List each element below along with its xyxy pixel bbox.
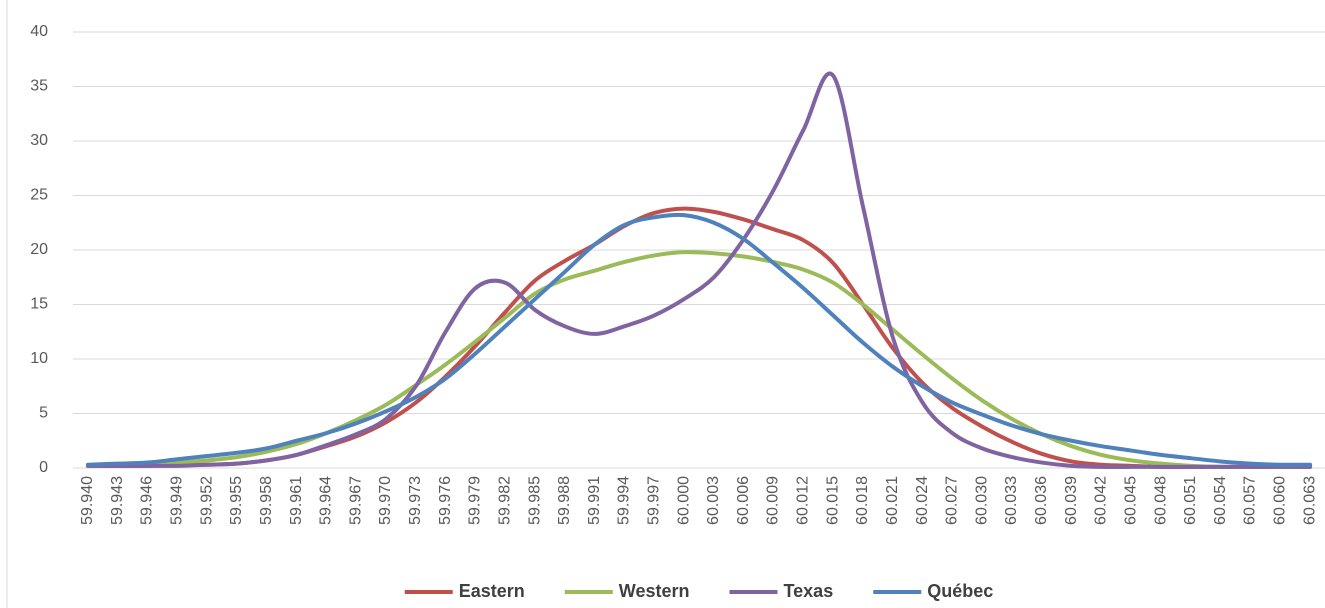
- x-tick-label: 60.021: [884, 476, 901, 525]
- y-tick-label: 10: [30, 350, 48, 367]
- x-tick-label: 59.979: [467, 476, 484, 525]
- x-tick-label: 59.994: [616, 476, 633, 525]
- y-tick-label: 35: [30, 78, 48, 95]
- x-tick-label: 60.051: [1182, 476, 1199, 525]
- x-tick-label: 60.027: [944, 476, 961, 525]
- x-tick-label: 59.991: [586, 476, 603, 525]
- x-tick-label: 60.042: [1093, 476, 1110, 525]
- x-tick-label: 59.958: [258, 476, 275, 525]
- x-tick-label: 60.048: [1152, 476, 1169, 525]
- y-tick-label: 20: [30, 241, 48, 258]
- y-tick-label: 25: [30, 187, 48, 204]
- x-tick-label: 59.970: [377, 476, 394, 525]
- x-tick-label: 59.943: [109, 476, 126, 525]
- series-line: [85, 71, 1313, 469]
- x-tick-label: 60.024: [914, 476, 931, 525]
- y-tick-label: 15: [30, 296, 48, 313]
- x-tick-label: 59.952: [198, 476, 215, 525]
- x-tick-label: 60.063: [1301, 476, 1318, 525]
- x-tick-label: 60.030: [973, 476, 990, 525]
- x-tick-label: 60.009: [765, 476, 782, 525]
- x-tick-label: 59.976: [437, 476, 454, 525]
- x-tick-label: 60.006: [735, 476, 752, 525]
- series-line: [85, 206, 1313, 469]
- x-tick-label: 60.015: [824, 476, 841, 525]
- x-tick-label: 59.949: [169, 476, 186, 525]
- x-tick-label: 60.000: [675, 476, 692, 525]
- x-tick-label: 59.946: [139, 476, 156, 525]
- x-tick-label: 59.967: [347, 476, 364, 525]
- legend-label: Québec: [927, 581, 993, 601]
- y-tick-label: 0: [39, 459, 48, 476]
- y-tick-label: 5: [39, 405, 48, 422]
- x-tick-label: 60.003: [705, 476, 722, 525]
- x-tick-label: 59.955: [228, 476, 245, 525]
- legend-label: Texas: [784, 581, 834, 601]
- x-tick-label: 60.045: [1122, 476, 1139, 525]
- x-tick-label: 60.039: [1063, 476, 1080, 525]
- x-tick-label: 59.964: [318, 476, 335, 525]
- x-tick-label: 59.940: [79, 476, 96, 525]
- x-tick-label: 59.982: [496, 476, 513, 525]
- legend-label: Western: [619, 581, 690, 601]
- x-tick-label: 59.973: [407, 476, 424, 525]
- x-tick-label: 59.997: [646, 476, 663, 525]
- x-tick-label: 60.012: [795, 476, 812, 525]
- x-tick-label: 60.054: [1212, 476, 1229, 525]
- x-tick-label: 60.033: [1003, 476, 1020, 525]
- x-tick-label: 59.961: [288, 476, 305, 525]
- x-tick-label: 60.036: [1033, 476, 1050, 525]
- x-tick-label: 60.057: [1242, 476, 1259, 525]
- x-tick-label: 59.988: [556, 476, 573, 525]
- x-tick-label: 60.018: [854, 476, 871, 525]
- x-tick-label: 60.060: [1272, 476, 1289, 525]
- legend-label: Eastern: [459, 581, 525, 601]
- y-tick-label: 40: [30, 23, 48, 40]
- y-tick-label: 30: [30, 132, 48, 149]
- x-tick-label: 59.985: [526, 476, 543, 525]
- series-line: [85, 250, 1313, 469]
- series-line: [85, 212, 1313, 467]
